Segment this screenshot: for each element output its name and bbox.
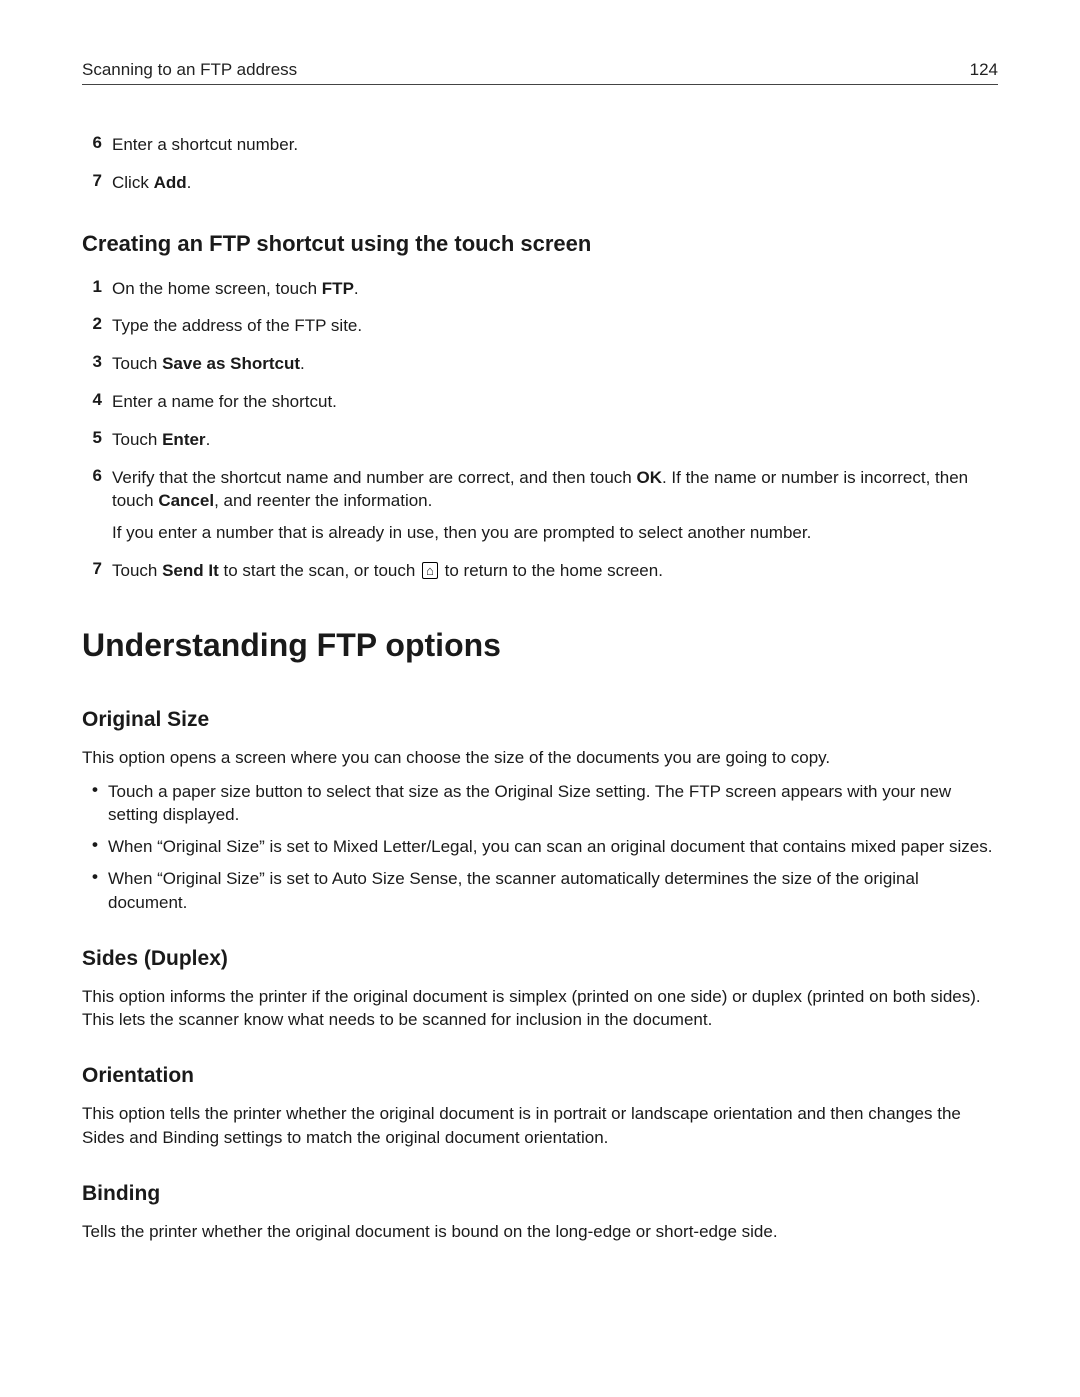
page-header: Scanning to an FTP address 124 <box>82 60 998 85</box>
page: Scanning to an FTP address 124 6Enter a … <box>0 0 1080 1314</box>
bold-text: Enter <box>162 430 205 449</box>
step-item: 1On the home screen, touch FTP. <box>82 277 998 301</box>
step-number: 5 <box>82 428 112 448</box>
subsection-intro: This option opens a screen where you can… <box>82 746 998 770</box>
bold-text: OK <box>636 468 662 487</box>
step-number: 2 <box>82 314 112 334</box>
step-item: 3Touch Save as Shortcut. <box>82 352 998 376</box>
section2-heading: Understanding FTP options <box>82 627 998 664</box>
bold-text: Cancel <box>158 491 214 510</box>
step-text: Touch Send It to start the scan, or touc… <box>112 559 998 583</box>
bullet-text: Touch a paper size button to select that… <box>108 780 998 828</box>
step-number: 7 <box>82 171 112 191</box>
bullet-item: •When “Original Size” is set to Mixed Le… <box>82 835 998 859</box>
subsection-heading: Sides (Duplex) <box>82 947 998 971</box>
bold-text: FTP <box>322 279 354 298</box>
step-text: Touch Enter. <box>112 428 998 452</box>
step-number: 4 <box>82 390 112 410</box>
section1-heading: Creating an FTP shortcut using the touch… <box>82 231 998 257</box>
step-item: 4Enter a name for the shortcut. <box>82 390 998 414</box>
step-number: 3 <box>82 352 112 372</box>
step-text: Click Add. <box>112 171 998 195</box>
step-number: 6 <box>82 466 112 486</box>
step-item: 6Enter a shortcut number. <box>82 133 998 157</box>
step-text: Enter a name for the shortcut. <box>112 390 998 414</box>
subsection-bullets: •Touch a paper size button to select tha… <box>82 780 998 915</box>
bullet-text: When “Original Size” is set to Auto Size… <box>108 867 998 915</box>
step-item: 2Type the address of the FTP site. <box>82 314 998 338</box>
subsection-heading: Original Size <box>82 708 998 732</box>
continued-step-list: 6Enter a shortcut number.7Click Add. <box>82 133 998 195</box>
step-text: Touch Save as Shortcut. <box>112 352 998 376</box>
step-number: 1 <box>82 277 112 297</box>
step-text: Type the address of the FTP site. <box>112 314 998 338</box>
bold-text: Save as Shortcut <box>162 354 300 373</box>
header-title: Scanning to an FTP address <box>82 60 297 80</box>
home-icon: ⌂ <box>422 562 438 579</box>
step-item: 7Click Add. <box>82 171 998 195</box>
bullet-item: •When “Original Size” is set to Auto Siz… <box>82 867 998 915</box>
bullet-dot: • <box>82 835 108 855</box>
subsection-intro: This option informs the printer if the o… <box>82 985 998 1033</box>
bullet-dot: • <box>82 780 108 800</box>
subsection-heading: Binding <box>82 1182 998 1206</box>
section1-step-list: 1On the home screen, touch FTP.2Type the… <box>82 277 998 583</box>
bullet-dot: • <box>82 867 108 887</box>
step-text: Verify that the shortcut name and number… <box>112 466 998 545</box>
subsection-intro: This option tells the printer whether th… <box>82 1102 998 1150</box>
subsection-heading: Orientation <box>82 1064 998 1088</box>
step-text: Enter a shortcut number. <box>112 133 998 157</box>
step-text: On the home screen, touch FTP. <box>112 277 998 301</box>
bold-text: Send It <box>162 561 219 580</box>
header-page-number: 124 <box>970 60 998 80</box>
bold-text: Add <box>154 173 187 192</box>
step-subtext: If you enter a number that is already in… <box>112 521 998 545</box>
step-number: 6 <box>82 133 112 153</box>
step-item: 6Verify that the shortcut name and numbe… <box>82 466 998 545</box>
subsection-intro: Tells the printer whether the original d… <box>82 1220 998 1244</box>
section2-body: Original Size This option opens a screen … <box>82 708 998 1244</box>
bullet-item: •Touch a paper size button to select tha… <box>82 780 998 828</box>
step-item: 7Touch Send It to start the scan, or tou… <box>82 559 998 583</box>
step-number: 7 <box>82 559 112 579</box>
bullet-text: When “Original Size” is set to Mixed Let… <box>108 835 998 859</box>
step-item: 5Touch Enter. <box>82 428 998 452</box>
